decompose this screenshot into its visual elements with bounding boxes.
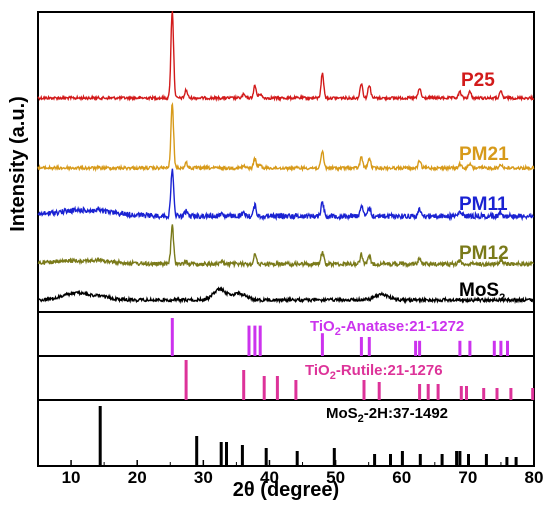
series-label-p25: P25 <box>461 70 495 91</box>
reference-line-0-1 <box>247 325 251 356</box>
reference-line-0-11 <box>492 340 496 356</box>
reference-line-1-7 <box>418 384 422 400</box>
reference-lines-group <box>98 318 535 466</box>
reference-line-2-3 <box>225 442 228 466</box>
reference-line-2-13 <box>455 451 459 466</box>
series-line-p25 <box>37 11 535 102</box>
reference-line-1-6 <box>377 382 381 400</box>
x-axis-ticks: 10 20 30 40 50 60 70 80 <box>37 460 544 487</box>
reference-line-1-0 <box>184 360 188 400</box>
reference-line-1-9 <box>436 384 440 400</box>
series-label-mos2-main: MoS <box>459 280 499 301</box>
x-tick-label-30: 30 <box>194 468 213 487</box>
reference-line-2-5 <box>264 448 268 466</box>
reference-line-1-10 <box>459 386 463 400</box>
reference-label-rutile-a: TiO <box>305 362 330 379</box>
reference-line-2-12 <box>440 454 444 466</box>
reference-line-1-8 <box>426 384 430 400</box>
reference-label-mos2-2h-sub: 2 <box>358 413 364 425</box>
reference-line-0-10 <box>468 340 472 356</box>
reference-line-2-11 <box>418 454 422 466</box>
reference-line-1-2 <box>262 376 266 400</box>
reference-line-2-1 <box>195 436 199 466</box>
reference-line-1-3 <box>275 376 279 400</box>
x-tick-label-60: 60 <box>392 468 411 487</box>
reference-line-1-13 <box>495 388 499 400</box>
reference-label-mos2-2h: MoS2-2H:37-1492 <box>326 405 448 425</box>
reference-line-0-8 <box>418 340 422 356</box>
reference-line-0-0 <box>170 318 174 356</box>
reference-line-2-8 <box>373 454 377 466</box>
spectra-group <box>37 11 535 305</box>
reference-label-anatase: TiO2-Anatase:21-1272 <box>310 318 464 338</box>
reference-line-1-11 <box>465 386 468 400</box>
reference-line-2-18 <box>514 457 518 466</box>
reference-line-2-0 <box>98 406 102 466</box>
x-tick-label-20: 20 <box>128 468 147 487</box>
x-tick-label-80: 80 <box>525 468 544 487</box>
reference-line-2-2 <box>219 442 223 466</box>
reference-line-0-2 <box>253 325 257 356</box>
reference-label-mos2-2h-a: MoS <box>326 405 358 422</box>
x-tick-label-10: 10 <box>62 468 81 487</box>
series-label-mos2: MoS2 <box>459 280 505 304</box>
rutile-panel-frame <box>37 355 535 401</box>
reference-line-2-16 <box>484 454 488 466</box>
reference-line-0-4 <box>320 333 324 356</box>
reference-label-anatase-b: -Anatase:21-1272 <box>341 318 464 335</box>
reference-label-rutile-b: -Rutile:21-1276 <box>336 362 443 379</box>
reference-line-2-7 <box>332 448 336 466</box>
reference-line-1-14 <box>509 388 513 400</box>
series-line-mos2 <box>37 286 535 305</box>
reference-line-2-4 <box>240 445 244 466</box>
reference-line-1-12 <box>482 388 486 400</box>
reference-line-0-5 <box>359 337 363 356</box>
x-axis-title: 2θ (degree) <box>233 479 339 501</box>
reference-line-0-7 <box>414 340 418 356</box>
series-line-pm12 <box>37 224 534 269</box>
series-label-pm11: PM11 <box>459 194 508 215</box>
series-label-mos2-sub: 2 <box>499 292 505 304</box>
series-line-pm11 <box>37 168 534 222</box>
series-line-pm21 <box>37 102 535 173</box>
reference-line-0-9 <box>458 340 462 356</box>
reference-line-0-12 <box>499 340 503 356</box>
reference-line-1-4 <box>294 380 298 400</box>
reference-label-rutile: TiO2-Rutile:21-1276 <box>305 362 443 382</box>
reference-line-2-10 <box>400 451 404 466</box>
reference-label-rutile-sub: 2 <box>330 370 336 382</box>
reference-line-0-13 <box>506 340 509 356</box>
x-tick-label-40: 40 <box>260 468 279 487</box>
reference-label-anatase-sub: 2 <box>335 326 341 338</box>
reference-line-2-9 <box>389 454 392 466</box>
reference-line-2-6 <box>295 451 299 466</box>
reference-line-2-17 <box>505 457 509 466</box>
x-tick-label-70: 70 <box>458 468 477 487</box>
series-label-pm21: PM21 <box>459 144 509 165</box>
reference-line-0-6 <box>367 337 371 356</box>
reference-line-0-3 <box>258 325 262 356</box>
reference-line-1-15 <box>531 388 535 400</box>
y-axis-title: Intensity (a.u.) <box>7 96 29 232</box>
series-label-pm12: PM12 <box>459 243 509 264</box>
reference-line-2-14 <box>458 451 462 466</box>
reference-line-1-1 <box>242 370 246 400</box>
reference-label-anatase-a: TiO <box>310 318 335 335</box>
reference-line-1-5 <box>362 380 366 400</box>
x-tick-label-50: 50 <box>326 468 345 487</box>
reference-label-mos2-2h-b: -2H:37-1492 <box>364 405 448 422</box>
mos2-2h-panel-frame <box>37 399 535 467</box>
